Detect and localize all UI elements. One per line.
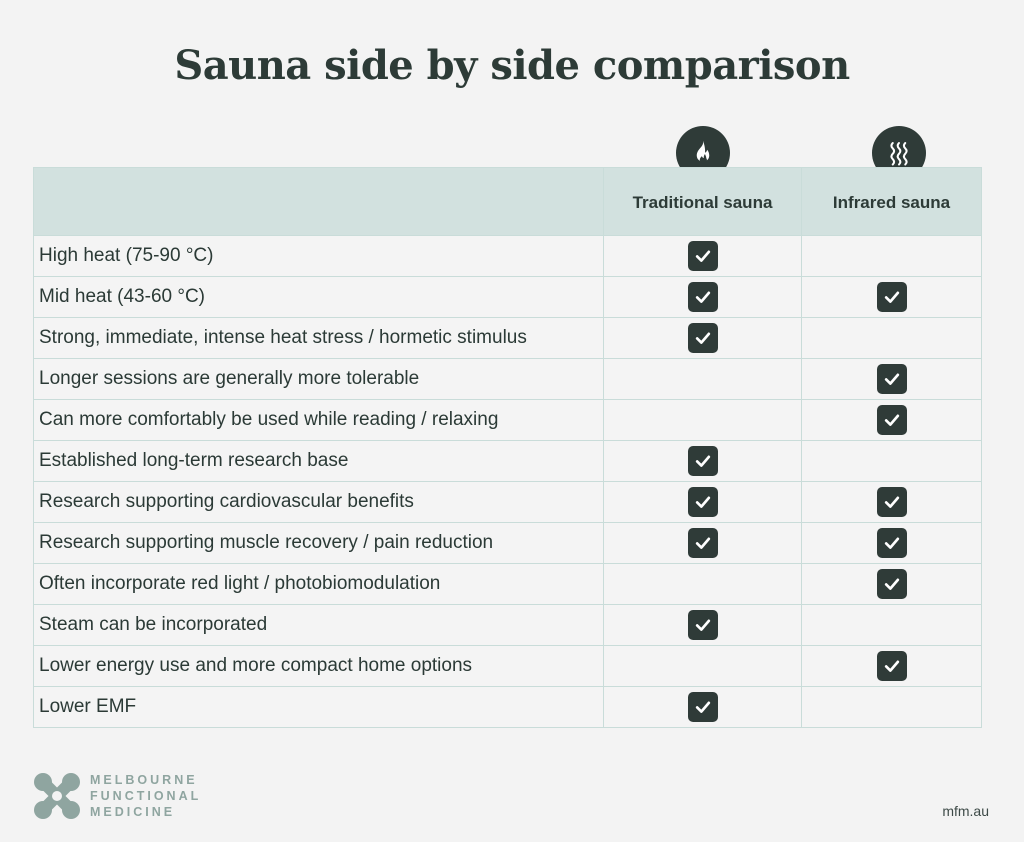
table-row: Lower energy use and more compact home o… <box>33 645 982 687</box>
traditional-cell <box>603 276 802 318</box>
feature-label: Research supporting cardiovascular benef… <box>33 481 604 523</box>
feature-label: High heat (75-90 °C) <box>33 235 604 277</box>
website-link[interactable]: mfm.au <box>942 803 989 819</box>
infrared-cell <box>801 522 982 564</box>
checkbox-checked-icon <box>876 364 907 394</box>
brand-logo: MELBOURNE FUNCTIONAL MEDICINE <box>33 772 201 820</box>
checkbox-checked-icon <box>687 241 718 271</box>
header-infrared: Infrared sauna <box>801 167 982 236</box>
feature-label: Longer sessions are generally more toler… <box>33 358 604 400</box>
feature-label: Research supporting muscle recovery / pa… <box>33 522 604 564</box>
traditional-cell <box>603 604 802 646</box>
infrared-cell <box>801 481 982 523</box>
table-row: Strong, immediate, intense heat stress /… <box>33 317 982 359</box>
logo-line: FUNCTIONAL <box>90 789 202 803</box>
infrared-cell <box>801 645 982 687</box>
infrared-cell <box>801 440 982 482</box>
comparison-table: Traditional sauna Infrared sauna High he… <box>33 167 982 728</box>
table-row: Can more comfortably be used while readi… <box>33 399 982 441</box>
table-row: Research supporting muscle recovery / pa… <box>33 522 982 564</box>
infrared-cell <box>801 276 982 318</box>
checkbox-checked-icon <box>687 487 718 517</box>
feature-label: Strong, immediate, intense heat stress /… <box>33 317 604 359</box>
table-row: Established long-term research base <box>33 440 982 482</box>
logo-line: MEDICINE <box>90 805 176 819</box>
checkbox-checked-icon <box>876 487 907 517</box>
checkbox-checked-icon <box>876 528 907 558</box>
logo-mark-icon <box>34 773 80 819</box>
traditional-cell <box>603 235 802 277</box>
traditional-cell <box>603 399 802 441</box>
checkbox-checked-icon <box>687 528 718 558</box>
infrared-cell <box>801 604 982 646</box>
feature-label: Steam can be incorporated <box>33 604 604 646</box>
feature-label: Often incorporate red light / photobiomo… <box>33 563 604 605</box>
checkbox-checked-icon <box>876 282 907 312</box>
logo-line: MELBOURNE <box>90 773 198 787</box>
traditional-cell <box>603 481 802 523</box>
table-row: Lower EMF <box>33 686 982 728</box>
header-traditional: Traditional sauna <box>603 167 802 236</box>
column-label: Infrared sauna <box>832 192 951 212</box>
traditional-cell <box>603 317 802 359</box>
table-row: Longer sessions are generally more toler… <box>33 358 982 400</box>
traditional-cell <box>603 358 802 400</box>
feature-label: Lower EMF <box>33 686 604 728</box>
infrared-cell <box>801 317 982 359</box>
table-row: Steam can be incorporated <box>33 604 982 646</box>
table-row: Mid heat (43-60 °C) <box>33 276 982 318</box>
checkbox-checked-icon <box>687 610 718 640</box>
logo-text: MELBOURNE FUNCTIONAL MEDICINE <box>90 772 201 820</box>
traditional-cell <box>603 522 802 564</box>
feature-label: Mid heat (43-60 °C) <box>33 276 604 318</box>
checkbox-checked-icon <box>687 323 718 353</box>
checkbox-checked-icon <box>876 569 907 599</box>
feature-label: Established long-term research base <box>33 440 604 482</box>
checkbox-checked-icon <box>876 405 907 435</box>
table-header-row: Traditional sauna Infrared sauna <box>33 167 982 236</box>
table-row: Often incorporate red light / photobiomo… <box>33 563 982 605</box>
header-feature-cell <box>33 167 604 236</box>
traditional-cell <box>603 563 802 605</box>
traditional-cell <box>603 440 802 482</box>
feature-label: Can more comfortably be used while readi… <box>33 399 604 441</box>
checkbox-checked-icon <box>687 282 718 312</box>
infrared-cell <box>801 358 982 400</box>
page-title: Sauna side by side comparison <box>174 42 850 89</box>
table-row: Research supporting cardiovascular benef… <box>33 481 982 523</box>
checkbox-checked-icon <box>687 446 718 476</box>
feature-label: Lower energy use and more compact home o… <box>33 645 604 687</box>
table-row: High heat (75-90 °C) <box>33 235 982 277</box>
column-label: Traditional sauna <box>632 192 773 212</box>
checkbox-checked-icon <box>687 692 718 722</box>
traditional-cell <box>603 645 802 687</box>
infrared-cell <box>801 563 982 605</box>
infrared-cell <box>801 235 982 277</box>
infrared-cell <box>801 686 982 728</box>
checkbox-checked-icon <box>876 651 907 681</box>
infrared-cell <box>801 399 982 441</box>
traditional-cell <box>603 686 802 728</box>
